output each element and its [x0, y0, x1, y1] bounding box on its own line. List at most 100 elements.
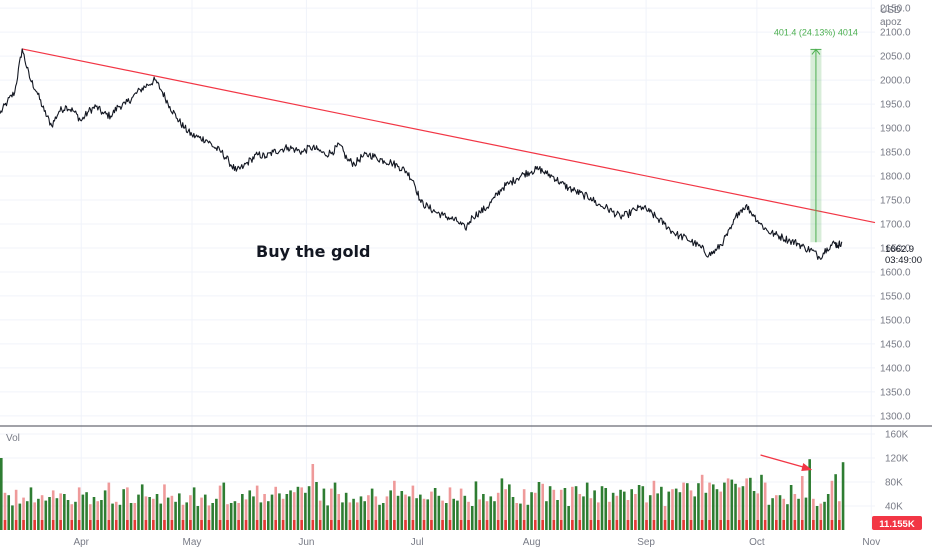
volume-bar: [741, 486, 745, 530]
volume-arrow[interactable]: [760, 454, 813, 471]
volume-bar: [563, 488, 567, 530]
trendline[interactable]: [22, 48, 876, 224]
volume-bar-base: [812, 520, 815, 530]
volume-bar: [663, 506, 667, 530]
volume-bar: [337, 494, 341, 530]
volume-bar-base: [763, 520, 767, 530]
volume-bar-base: [163, 520, 166, 530]
volume-arrow-line[interactable]: [760, 454, 811, 470]
volume-arrow-head-icon: [801, 463, 813, 471]
volume-axis: 40K 80K 120K 160K: [885, 430, 909, 513]
volume-bar: [18, 503, 22, 530]
volume-bar: [760, 474, 763, 530]
volume-bar-base: [114, 520, 118, 530]
volume-bar: [33, 502, 36, 530]
volume-bar: [634, 494, 637, 530]
volume-bar: [782, 498, 786, 530]
price-tick-label: 1750.0: [880, 196, 911, 207]
volume-bar: [533, 492, 537, 530]
volume-bar: [166, 497, 170, 530]
volume-bar: [407, 496, 411, 530]
volume-bar-base: [189, 520, 192, 530]
volume-bar: [170, 495, 174, 530]
volume-bar-base: [663, 520, 667, 530]
volume-bar: [711, 484, 715, 530]
volume-bar: [118, 504, 122, 530]
time-tick-label: Aug: [523, 537, 541, 548]
volume-bar: [285, 494, 289, 530]
volume-bar: [222, 482, 226, 530]
volume-bar: [185, 502, 189, 530]
volume-bar: [37, 498, 40, 530]
volume-bar: [496, 492, 500, 530]
volume-bar-base: [14, 520, 18, 530]
price-tick-label: 1900.0: [880, 124, 911, 135]
volume-bar: [459, 488, 463, 530]
volume-bar: [775, 495, 778, 530]
annotation-text[interactable]: Buy the gold: [256, 242, 370, 261]
price-range-measure[interactable]: 401.4 (24.13%) 4014: [774, 27, 858, 243]
volume-bar: [608, 501, 611, 530]
volume-bar: [51, 490, 55, 530]
volume-bar: [44, 500, 48, 530]
volume-bar: [200, 497, 203, 530]
volume-bar: [734, 483, 737, 530]
volume-bar: [363, 501, 366, 530]
price-tick-label: 1600.0: [880, 267, 911, 278]
volume-bar-base: [237, 520, 240, 530]
volume-bar: [14, 489, 18, 530]
volume-bar: [808, 459, 811, 530]
volume-bar: [597, 502, 600, 530]
volume-bar: [582, 496, 585, 530]
volume-bar: [92, 497, 96, 530]
volume-bar: [25, 501, 29, 530]
volume-tick-label: 40K: [885, 502, 903, 513]
volume-bar: [215, 498, 218, 530]
volume-bar: [296, 486, 300, 530]
volume-bar-base: [737, 520, 741, 530]
trendline-segment[interactable]: [22, 48, 876, 224]
volume-bar: [226, 504, 229, 530]
volume-bar: [400, 491, 404, 530]
volume-bar: [0, 458, 3, 530]
volume-bar-base: [107, 520, 111, 530]
price-tick-label: 2150.0: [880, 4, 911, 15]
volume-bar: [96, 501, 100, 530]
volume-bar-base: [726, 520, 730, 530]
volume-bar-base: [793, 520, 797, 530]
volume-bar-base: [515, 520, 519, 530]
volume-bar: [511, 497, 515, 530]
volume-bar: [697, 483, 700, 530]
volume-bar: [159, 503, 163, 530]
price-tick-label: 1800.0: [880, 172, 911, 183]
volume-bar-base: [126, 520, 129, 530]
volume-bar: [797, 498, 800, 530]
volume-bar-base: [671, 520, 674, 530]
volume-bar: [626, 500, 630, 530]
volume-bar: [752, 491, 756, 530]
volume-bar: [70, 504, 74, 530]
volume-bar: [207, 505, 211, 530]
volume-bar: [66, 500, 70, 530]
volume-bar: [723, 482, 726, 530]
volume-bar: [278, 493, 281, 530]
volume-tick-label: 80K: [885, 478, 903, 489]
volume-bar-base: [496, 520, 500, 530]
volume-bar: [463, 495, 467, 530]
volume-bar-base: [181, 520, 185, 530]
volume-bar: [29, 487, 33, 530]
volume-bar: [456, 500, 459, 530]
volume-bar: [81, 494, 85, 530]
time-tick-label: Sep: [637, 537, 655, 548]
volume-bar: [804, 497, 808, 530]
volume-bar: [819, 503, 823, 530]
price-tick-label: 1400.0: [880, 363, 911, 374]
volume-bar: [7, 495, 11, 530]
volume-bar: [756, 493, 760, 530]
price-tick-label: 1850.0: [880, 148, 911, 159]
volume-bar: [252, 496, 255, 530]
price-tick-label: 1650.0: [880, 243, 911, 254]
volume-bar-base: [274, 520, 278, 530]
volume-bar: [823, 501, 826, 530]
